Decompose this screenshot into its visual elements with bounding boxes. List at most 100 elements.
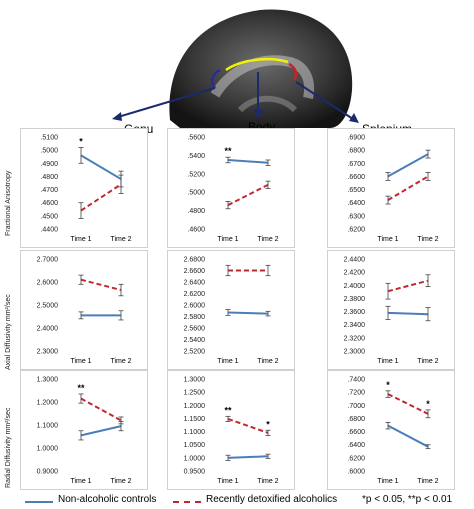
y-tick-label: 2.4200 <box>344 270 366 277</box>
y-tick-label: .6600 <box>347 174 365 181</box>
chart-panel-fa-genu: .4400 .4500 .4600 .4700 .4800 .4900 .5000 .5100… <box>20 128 148 248</box>
y-tick-label: 1.1000 <box>37 423 59 430</box>
y-tick-label: 2.5600 <box>184 326 206 333</box>
significance-marker: * <box>386 380 390 390</box>
series-line <box>80 425 122 437</box>
y-tick-label: 1.3000 <box>184 377 206 384</box>
y-tick-label: 2.6800 <box>184 257 206 264</box>
series-line <box>227 311 269 315</box>
series-line <box>80 397 122 422</box>
y-tick-label: .6200 <box>347 455 365 462</box>
y-tick-label: .5100 <box>40 135 58 142</box>
series-line <box>80 154 122 180</box>
series-line <box>80 278 122 292</box>
y-tick-label: 2.5200 <box>184 349 206 356</box>
y-tick-label: .7000 <box>347 403 365 410</box>
y-tick-label: .6800 <box>347 416 365 423</box>
y-tick-label: .5400 <box>187 153 205 160</box>
x-tick-label: Time 1 <box>217 478 238 485</box>
y-tick-label: 1.1500 <box>184 416 206 423</box>
y-tick-label: 1.1000 <box>184 429 206 436</box>
significance-marker: ** <box>224 405 232 415</box>
y-tick-label: .6500 <box>347 187 365 194</box>
y-tick-label: .6700 <box>347 161 365 168</box>
y-tick-label: 2.3000 <box>344 349 366 356</box>
y-tick-label: 1.0000 <box>37 446 59 453</box>
series-line <box>227 418 269 434</box>
y-tick-label: 2.6400 <box>184 280 206 287</box>
legend-alcoholics-label: Recently detoxified alcoholics <box>206 494 338 505</box>
y-tick-label: 0.9000 <box>37 469 59 476</box>
y-tick-label: .6000 <box>347 469 365 476</box>
chart-panel-rd-genu: 0.9000 1.0000 1.1000 1.2000 1.3000 Time 1 Time… <box>20 370 148 490</box>
series-line <box>227 159 269 164</box>
y-tick-label: 2.4400 <box>344 257 366 264</box>
y-tick-label: 1.3000 <box>37 377 59 384</box>
y-tick-label: .4600 <box>40 200 58 207</box>
y-tick-label: 2.3800 <box>344 296 366 303</box>
y-tick-label: 1.0500 <box>184 442 206 449</box>
y-tick-label: .4800 <box>40 174 58 181</box>
x-tick-label: Time 2 <box>110 358 131 365</box>
y-tick-label: 2.3000 <box>37 349 59 356</box>
chart-panel-rd-splenium: .6000 .6200 .6400 .6600 .6800 .7000 .7200 .7400… <box>327 370 455 490</box>
y-tick-label: 0.9500 <box>184 469 206 476</box>
ylabel-axial-diffusivity: Axial Diffusivity mm²/sec <box>5 294 12 370</box>
y-tick-label: .6600 <box>347 429 365 436</box>
y-tick-label: 2.5400 <box>184 337 206 344</box>
legend: Non-alcoholic controls Recently detoxifi… <box>25 494 470 508</box>
significance-marker: * <box>266 419 270 429</box>
x-tick-label: Time 2 <box>417 358 438 365</box>
genu-trace <box>211 68 221 89</box>
x-tick-label: Time 1 <box>377 358 398 365</box>
legend-significance: *p < 0.05, **p < 0.01 <box>362 494 453 505</box>
y-tick-label: .7400 <box>347 377 365 384</box>
x-tick-label: Time 2 <box>110 478 131 485</box>
y-tick-label: .4600 <box>187 227 205 234</box>
y-tick-label: .6200 <box>347 227 365 234</box>
chart-panel-fa-body: .4600 .4800 .5000 .5200 .5400 .5600 Time 1 Time… <box>167 128 295 248</box>
y-tick-label: .4900 <box>40 161 58 168</box>
y-tick-label: .4500 <box>40 213 58 220</box>
y-tick-label: 1.0000 <box>184 455 206 462</box>
y-tick-label: 2.6200 <box>184 291 206 298</box>
series-line <box>227 183 269 206</box>
y-tick-label: .6800 <box>347 148 365 155</box>
x-tick-label: Time 2 <box>257 236 278 243</box>
legend-controls-label: Non-alcoholic controls <box>58 494 157 505</box>
y-tick-label: 2.6600 <box>184 268 206 275</box>
y-tick-label: .4700 <box>40 187 58 194</box>
significance-marker: * <box>426 399 430 409</box>
x-tick-label: Time 1 <box>377 478 398 485</box>
chart-panel-fa-splenium: .6200 .6300 .6400 .6500 .6600 .6700 .6800 .6900… <box>327 128 455 248</box>
series-line <box>80 183 122 212</box>
x-tick-label: Time 1 <box>70 358 91 365</box>
arrow-splenium <box>349 113 359 123</box>
y-tick-label: 2.3600 <box>344 309 366 316</box>
x-tick-label: Time 1 <box>70 236 91 243</box>
y-tick-label: .6900 <box>347 135 365 142</box>
chart-panel-rd-body: 0.9500 1.0000 1.0500 1.1000 1.1500 1.2000 1.25… <box>167 370 295 490</box>
arrow-genu <box>112 112 122 121</box>
x-tick-label: Time 1 <box>217 358 238 365</box>
y-tick-label: .4400 <box>40 227 58 234</box>
series-line <box>387 279 429 293</box>
corpus-callosum-body-trace <box>225 57 289 72</box>
x-tick-label: Time 2 <box>417 236 438 243</box>
splenium-trace <box>288 62 298 81</box>
x-tick-label: Time 1 <box>217 236 238 243</box>
chart-panel-ad-splenium: 2.3000 2.3200 2.3400 2.3600 2.3800 2.4000 2.42… <box>327 250 455 370</box>
x-tick-label: Time 2 <box>257 358 278 365</box>
ylabel-radial-diffusivity: Radial Diffusivity mm²/sec <box>5 407 12 488</box>
significance-marker: ** <box>224 146 232 156</box>
y-tick-label: 2.5000 <box>37 303 59 310</box>
y-tick-label: .5200 <box>187 171 205 178</box>
y-tick-label: 2.6000 <box>184 303 206 310</box>
series-line <box>387 175 429 201</box>
arrow-body <box>253 110 263 119</box>
y-tick-label: 2.3400 <box>344 322 366 329</box>
legend-alcoholics-swatch <box>173 501 201 503</box>
chart-panel-ad-genu: 2.3000 2.4000 2.5000 2.6000 2.7000 Time 1 Time… <box>20 250 148 370</box>
brain-silhouette <box>169 9 353 128</box>
y-tick-label: .5000 <box>40 148 58 155</box>
